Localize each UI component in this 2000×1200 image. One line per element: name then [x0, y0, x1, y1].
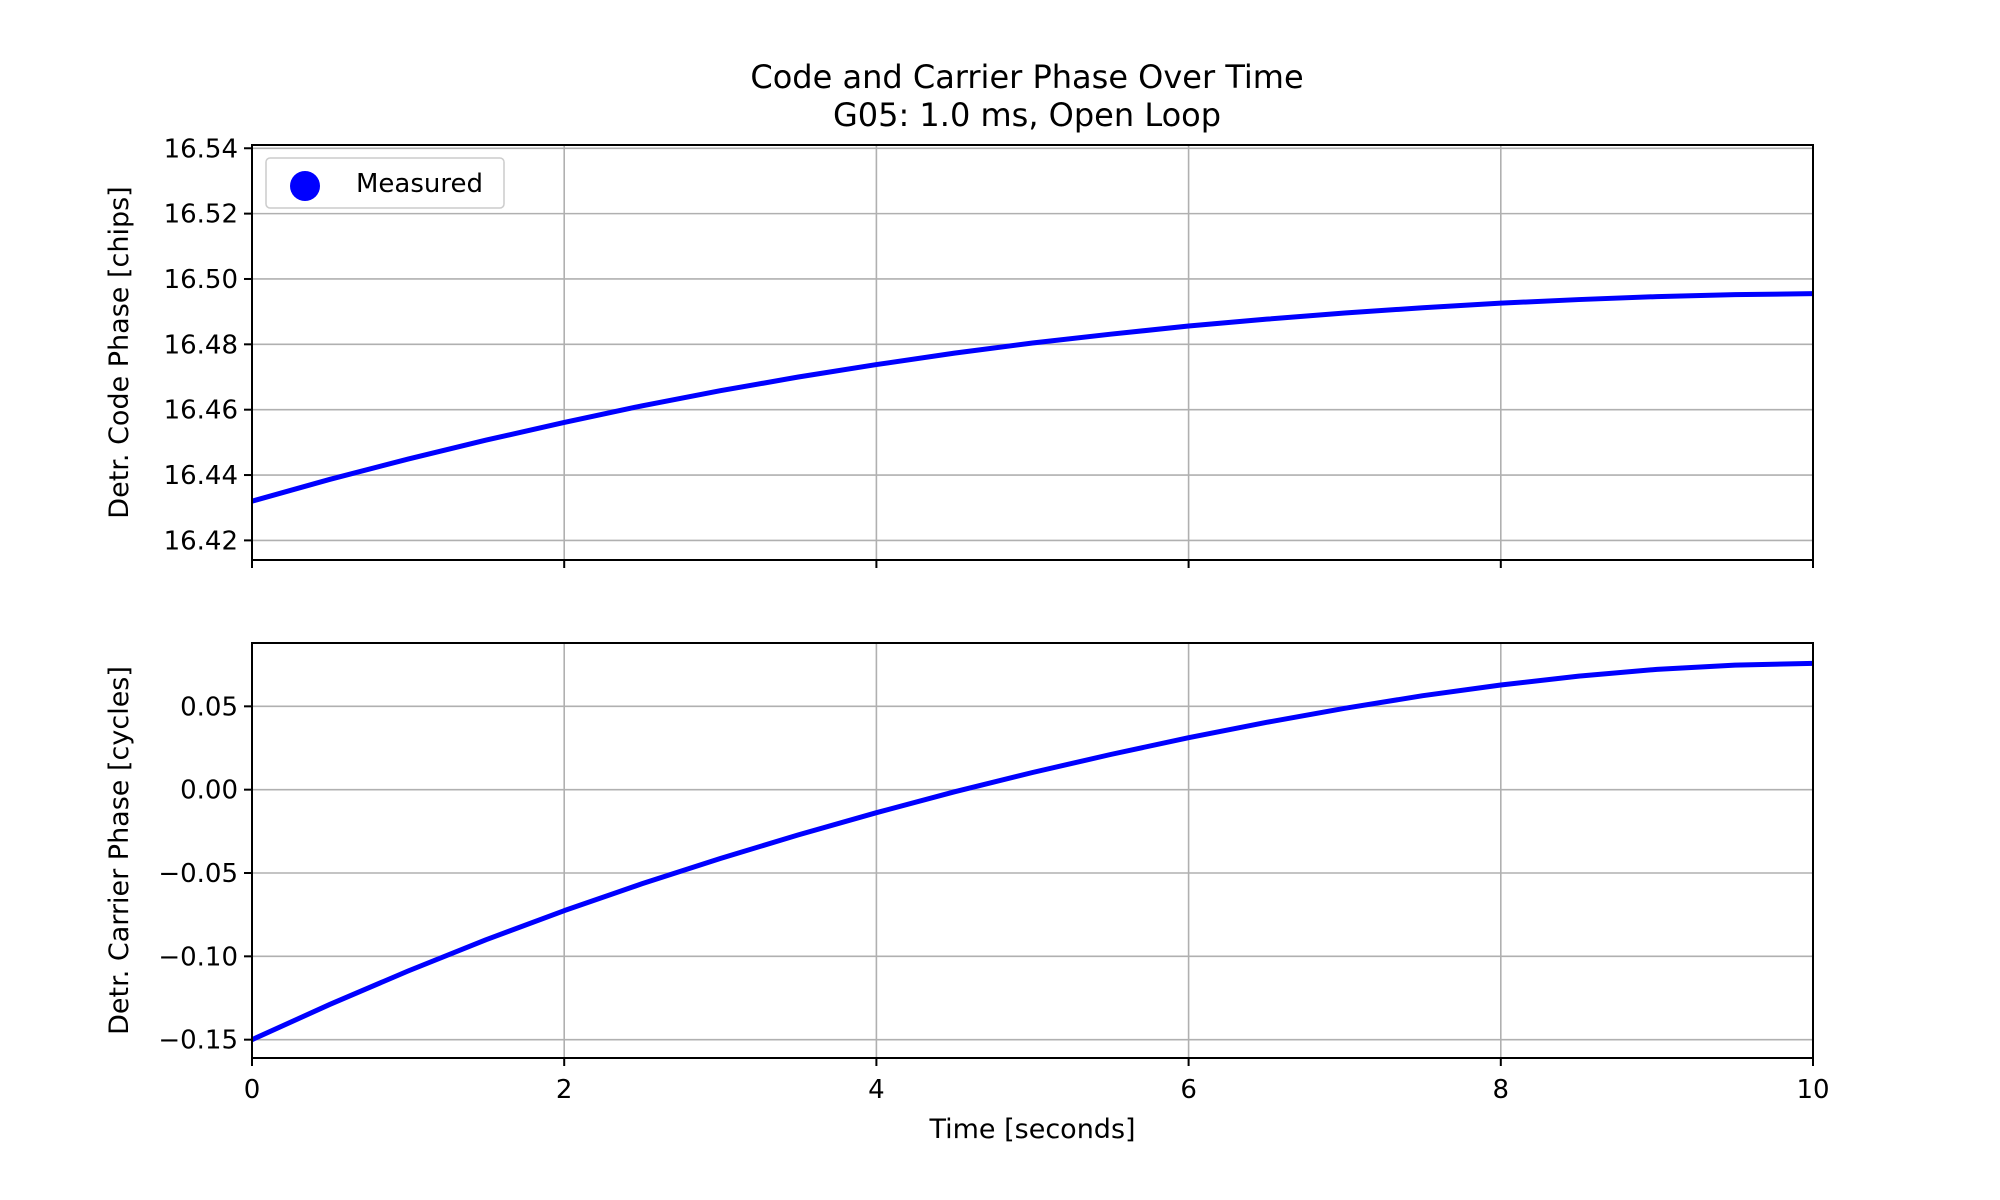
x-tick-label: 2	[556, 1075, 573, 1105]
y-tick-label: 0.05	[180, 692, 238, 722]
axes-frame	[251, 642, 1814, 1059]
x-tick-label: 8	[1493, 1075, 1510, 1105]
series-line-measured	[250, 660, 1814, 1042]
carrier-phase-panel: 0 2 4 6 8 10 −0.15 −0.10 −0.05 0.00 0.05 Detr. Carr…	[104, 642, 1830, 1145]
figure-subtitle: G05: 1.0 ms, Open Loop	[833, 96, 1221, 134]
code-phase-panel: 16.42 16.44 16.46 16.48 16.50 16.52 16.54 Detr.…	[104, 134, 1814, 568]
y-axis-label: Detr. Code Phase [chips]	[104, 186, 135, 518]
y-tick-label: −0.15	[158, 1026, 238, 1056]
figure-title: Code and Carrier Phase Over Time	[750, 58, 1303, 96]
x-tick-label: 4	[868, 1075, 885, 1105]
x-tick-label: 6	[1180, 1075, 1197, 1105]
axes-frame	[251, 144, 1814, 561]
y-tick-label: −0.05	[158, 859, 238, 889]
legend: Measured	[265, 157, 505, 209]
y-tick-label: 16.46	[164, 396, 238, 426]
y-tick-label: 16.50	[164, 265, 238, 295]
legend-label-measured: Measured	[356, 169, 483, 199]
y-tick-label: 16.44	[164, 461, 238, 491]
x-tick-label: 0	[244, 1075, 261, 1105]
legend-box	[265, 157, 505, 209]
x-tick-label: 10	[1796, 1075, 1829, 1105]
legend-marker	[290, 171, 320, 201]
y-axis-label: Detr. Carrier Phase [cycles]	[104, 666, 135, 1035]
series-line-measured	[251, 291, 1814, 504]
y-tick-label: 16.54	[164, 134, 238, 164]
y-tick-label: 16.42	[164, 526, 238, 556]
y-tick-label: −0.10	[158, 942, 238, 972]
y-tick-label: 0.00	[180, 776, 238, 806]
x-axis-label: Time [seconds]	[928, 1114, 1135, 1145]
y-tick-label: 16.48	[164, 330, 238, 360]
y-tick-label: 16.52	[164, 200, 238, 230]
